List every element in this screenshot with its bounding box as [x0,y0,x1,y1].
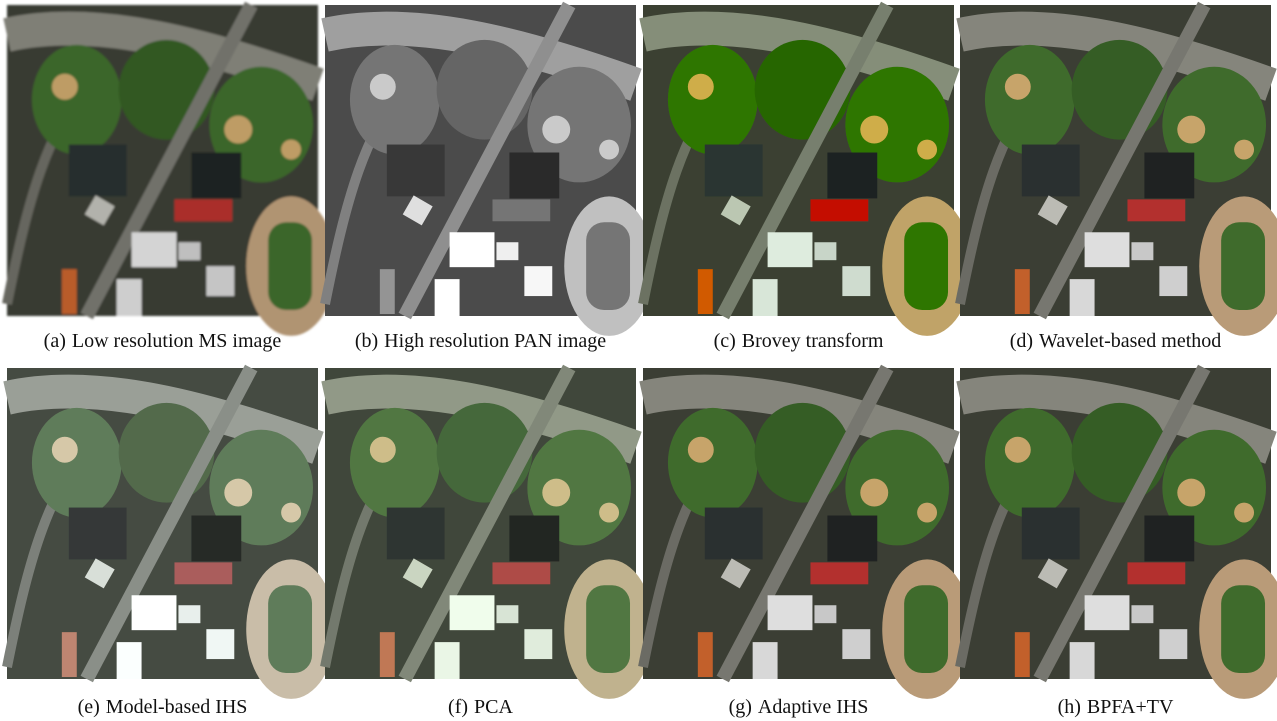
caption: (h) BPFA+TV [1058,696,1174,718]
image-panel [960,5,1277,336]
caption: (e) Model-based IHS [78,696,248,718]
caption-tag: (e) [78,696,100,718]
caption-tag: (h) [1058,696,1081,718]
caption-label: Brovey transform [742,330,884,352]
satellite-image [960,368,1277,699]
caption-tag: (g) [729,696,752,718]
caption-label: Low resolution MS image [72,330,282,352]
caption-label: Adaptive IHS [758,696,869,718]
satellite-image [325,368,654,699]
satellite-image [7,368,336,699]
image-panel [325,368,654,699]
caption-label: BPFA+TV [1087,696,1174,718]
caption-tag: (c) [714,330,736,352]
caption: (a) Low resolution MS image [44,330,282,352]
satellite-image [960,5,1277,336]
figure: (a) Low resolution MS image (b) High resolu… [0,0,1277,721]
caption-tag: (d) [1010,330,1033,352]
satellite-image [643,5,972,336]
satellite-image [325,5,654,336]
caption: (b) High resolution PAN image [355,330,606,352]
image-panel [643,5,972,336]
caption-tag: (b) [355,330,378,352]
caption-label: PCA [474,696,513,718]
caption-tag: (f) [448,696,468,718]
caption: (c) Brovey transform [714,330,884,352]
caption-label: Model-based IHS [106,696,248,718]
image-panel [7,368,336,699]
caption: (g) Adaptive IHS [729,696,869,718]
caption-tag: (a) [44,330,66,352]
image-panel [960,368,1277,699]
caption: (f) PCA [448,696,513,718]
caption-label: Wavelet-based method [1039,330,1221,352]
satellite-image [643,368,972,699]
satellite-image [7,5,336,336]
caption-label: High resolution PAN image [384,330,606,352]
image-panel [643,368,972,699]
caption: (d) Wavelet-based method [1010,330,1222,352]
image-panel [7,5,336,336]
image-panel [325,5,654,336]
